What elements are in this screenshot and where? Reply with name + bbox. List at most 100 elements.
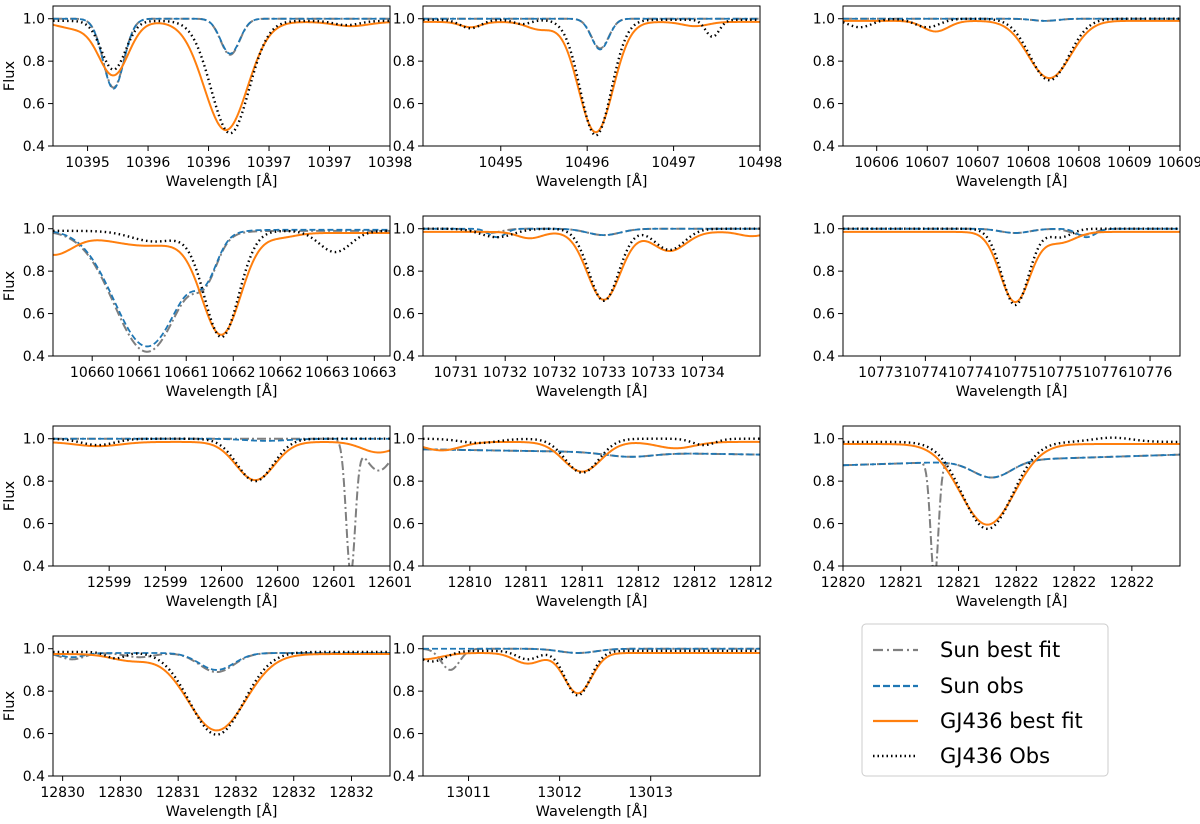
x-tick-label: 10398 — [368, 155, 413, 171]
y-tick-label: 0.8 — [23, 474, 45, 490]
x-tick-label: 10734 — [680, 365, 725, 381]
x-tick-label: 10660 — [70, 365, 115, 381]
x-tick-label: 12812 — [672, 575, 717, 591]
y-tick-label: 0.8 — [393, 684, 415, 700]
x-tick-label: 12810 — [448, 575, 493, 591]
legend-label-sun-obs: Sun obs — [940, 674, 1024, 698]
axes-frame — [842, 5, 1181, 147]
x-axis-label: Wavelength [Å] — [536, 173, 648, 190]
series-sun-obs-line — [423, 448, 760, 458]
y-axis-label: Flux — [2, 271, 18, 302]
y-tick-label: 0.6 — [393, 307, 415, 323]
x-axis-label: Wavelength [Å] — [166, 173, 278, 190]
series-gj436-obs-line — [843, 17, 1180, 82]
series-group — [53, 650, 390, 736]
x-tick-label: 12831 — [156, 785, 201, 801]
x-tick-label: 10609 — [1158, 155, 1200, 171]
series-gj436-obs-line — [423, 649, 760, 697]
axes-frame — [52, 635, 391, 777]
y-tick-label: 0.8 — [813, 54, 835, 70]
series-group — [423, 17, 760, 137]
x-axis-label: Wavelength [Å] — [536, 383, 648, 400]
series-gj436-best-fit-line — [423, 230, 760, 301]
series-group — [53, 228, 390, 353]
spectrum-panel-9: 0.4 0.6 0.8 1.0 12820 12821 12821 12822 12822 128… — [813, 425, 1181, 610]
y-tick-label: 1.0 — [393, 12, 415, 28]
series-group — [843, 436, 1180, 566]
x-tick-label: 12811 — [504, 575, 549, 591]
series-gj436-best-fit-line — [53, 21, 390, 132]
y-tick-label: 0.6 — [23, 517, 45, 533]
legend: Sun best fit Sun obs GJ436 best fit GJ43… — [861, 623, 1109, 777]
x-tick-label: 10733 — [582, 365, 627, 381]
series-sun-obs-line — [843, 227, 1180, 239]
x-tick-label: 10662 — [258, 365, 303, 381]
axes-frame — [422, 215, 761, 357]
series-sun-best-fit-line — [53, 437, 390, 566]
x-tick-label: 10495 — [478, 155, 523, 171]
series-sun-obs-line — [843, 17, 1180, 22]
series-sun-obs-line — [53, 437, 390, 442]
x-axis-label: Wavelength [Å] — [166, 593, 278, 610]
series-group — [53, 437, 390, 566]
x-tick-label: 12830 — [98, 785, 143, 801]
x-tick-label: 10733 — [631, 365, 676, 381]
spectrum-panel-11: 0.4 0.6 0.8 1.0 13011 13012 13013 Wavelength [Å… — [393, 635, 761, 820]
x-tick-label: 10606 — [854, 155, 899, 171]
y-tick-label: 1.0 — [813, 432, 835, 448]
axes-frame — [52, 215, 391, 357]
series-gj436-obs-line — [423, 437, 760, 474]
x-axis-label: Wavelength [Å] — [166, 383, 278, 400]
y-tick-label: 0.6 — [393, 517, 415, 533]
x-tick-label: 10774 — [903, 365, 948, 381]
y-tick-label: 0.4 — [393, 139, 415, 155]
x-tick-label: 10732 — [483, 365, 528, 381]
series-group — [843, 17, 1180, 82]
x-axis-label: Wavelength [Å] — [956, 593, 1068, 610]
y-tick-label: 1.0 — [23, 642, 45, 658]
x-tick-label: 13012 — [537, 785, 582, 801]
x-tick-label: 12821 — [936, 575, 981, 591]
x-tick-label: 12601 — [368, 575, 413, 591]
x-tick-label: 10395 — [65, 155, 110, 171]
y-tick-label: 0.6 — [393, 727, 415, 743]
x-tick-label: 10775 — [1038, 365, 1083, 381]
y-tick-label: 0.6 — [23, 727, 45, 743]
series-sun-best-fit-line — [53, 17, 390, 89]
x-tick-label: 10773 — [858, 365, 903, 381]
x-tick-label: 10608 — [1057, 155, 1102, 171]
spectrum-panel-8: 0.4 0.6 0.8 1.0 12810 12811 12811 12812 12812 128… — [393, 425, 773, 610]
series-sun-obs-line — [843, 453, 1180, 479]
y-tick-label: 0.8 — [23, 54, 45, 70]
x-tick-label: 12820 — [821, 575, 866, 591]
x-tick-label: 10774 — [948, 365, 993, 381]
x-tick-label: 12822 — [994, 575, 1039, 591]
x-tick-label: 10775 — [993, 365, 1038, 381]
series-sun-obs-line — [423, 227, 760, 239]
spectrum-panel-7: 0.4 0.6 0.8 1.0 12599 12599 12600 12600 12601 126… — [2, 425, 413, 610]
y-tick-label: 0.6 — [23, 307, 45, 323]
series-gj436-best-fit-line — [843, 443, 1180, 526]
y-axis-label: Flux — [2, 61, 18, 92]
x-tick-label: 12600 — [199, 575, 244, 591]
x-tick-label: 10661 — [117, 365, 162, 381]
x-tick-label: 10609 — [1107, 155, 1152, 171]
x-axis-label: Wavelength [Å] — [956, 383, 1068, 400]
spectrum-panel-10: 0.4 0.6 0.8 1.0 12830 12830 12831 12832 12832 128… — [2, 635, 391, 820]
series-gj436-best-fit-line — [53, 231, 390, 336]
series-gj436-obs-line — [53, 437, 390, 483]
x-tick-label: 10498 — [738, 155, 783, 171]
x-axis-label: Wavelength [Å] — [956, 173, 1068, 190]
x-tick-label: 10663 — [305, 365, 350, 381]
x-tick-label: 10731 — [434, 365, 479, 381]
y-tick-label: 1.0 — [813, 222, 835, 238]
x-tick-label: 12832 — [271, 785, 316, 801]
series-sun-obs-line — [423, 647, 760, 654]
x-tick-label: 10397 — [247, 155, 292, 171]
x-tick-label: 10732 — [532, 365, 577, 381]
series-sun-obs-line — [53, 228, 390, 348]
spectrum-panel-3: 0.4 0.6 0.8 1.0 10606 10607 10607 10608 10608 106… — [813, 5, 1200, 190]
x-tick-label: 12811 — [560, 575, 605, 591]
